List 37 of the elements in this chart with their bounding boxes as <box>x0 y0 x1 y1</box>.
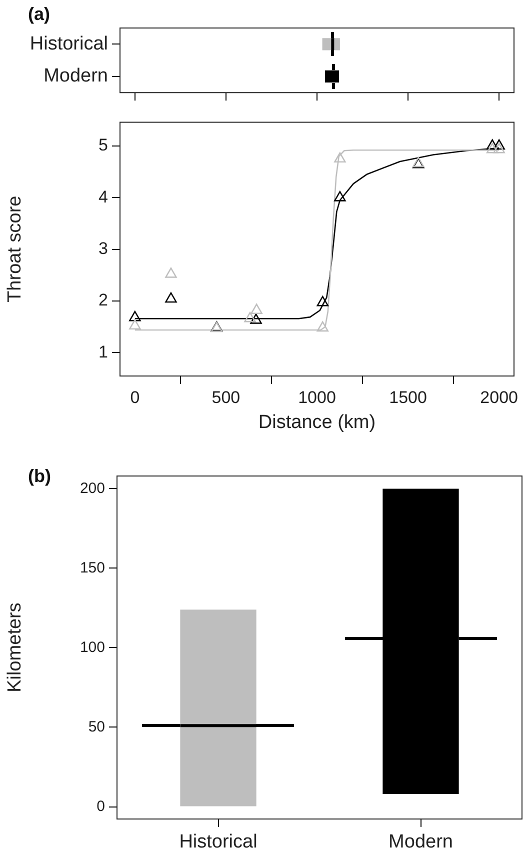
point <box>165 292 177 303</box>
x-tick-label: 500 <box>212 388 240 407</box>
y-tick-label: 2 <box>98 290 108 310</box>
y-tick-label: 1 <box>98 342 108 362</box>
chart-title: (a) <box>28 4 50 24</box>
point <box>334 152 346 163</box>
point <box>486 139 498 150</box>
point <box>493 142 505 154</box>
y-tick-label: 200 <box>80 480 105 497</box>
x-tick-label: 0 <box>130 388 140 407</box>
point <box>250 304 262 314</box>
point <box>129 319 141 330</box>
y-tick-label: 3 <box>98 239 108 258</box>
y-tick-label: 100 <box>80 638 105 656</box>
y-tick-label: 50 <box>88 718 105 736</box>
y-tick-label: 150 <box>80 559 105 576</box>
point <box>316 321 328 332</box>
point <box>244 312 256 322</box>
point <box>165 268 177 278</box>
x-tick-label: 1500 <box>389 388 427 407</box>
point <box>334 191 346 202</box>
y-tick-label: Historical <box>30 33 108 54</box>
x-tick-label: 2000 <box>480 388 518 407</box>
y-tick-label: 5 <box>98 136 108 155</box>
y-axis-title: Kilometers <box>4 602 26 692</box>
point <box>486 142 498 154</box>
y-tick-label: 0 <box>96 798 105 815</box>
x-axis-title: Distance (km) <box>258 412 376 433</box>
point <box>129 310 141 322</box>
chart-title: (b) <box>28 466 51 486</box>
y-axis-title: Throat score <box>4 196 26 302</box>
y-tick-label: Modern <box>44 66 108 87</box>
x-tick-label: 1000 <box>298 388 336 407</box>
point <box>316 296 328 306</box>
point <box>493 139 505 150</box>
point <box>250 314 262 324</box>
y-tick-label: 4 <box>98 187 108 206</box>
